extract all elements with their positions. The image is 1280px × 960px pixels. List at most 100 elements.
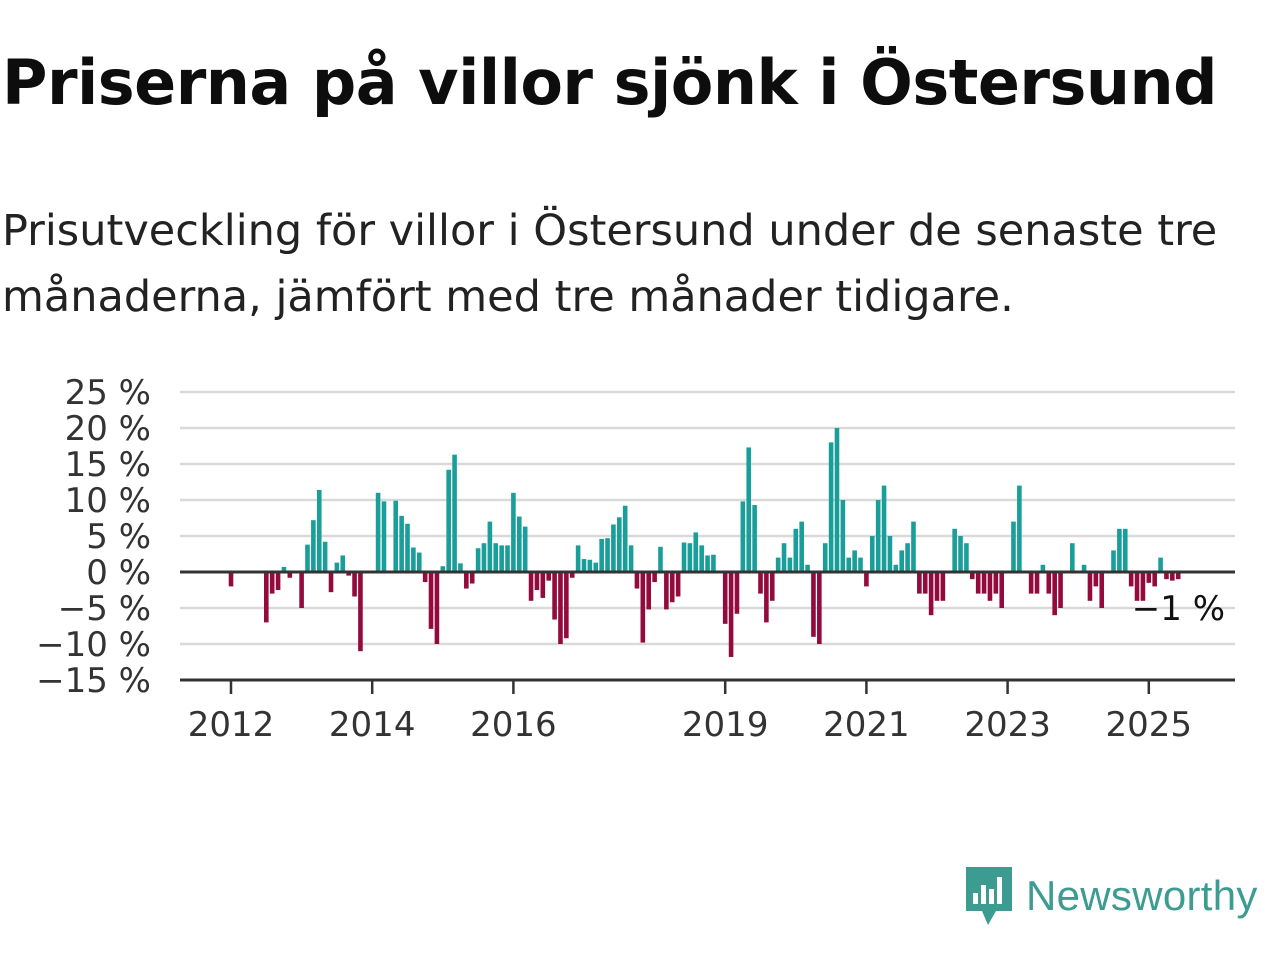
bar: [858, 557, 863, 572]
bar: [840, 500, 846, 572]
bar: [664, 572, 669, 610]
bar: [787, 557, 793, 572]
bar: [746, 447, 752, 572]
bar: [893, 564, 899, 572]
bar: [705, 555, 710, 572]
bar: [1140, 572, 1146, 601]
bar: [299, 572, 304, 608]
bar: [675, 572, 681, 597]
bar: [1152, 572, 1157, 587]
bar: [764, 572, 769, 623]
bar: [346, 572, 351, 576]
bar: [652, 572, 657, 583]
bar: [411, 547, 416, 572]
bar: [275, 572, 281, 590]
bar: [993, 572, 999, 594]
bar: [611, 524, 616, 572]
bar: [511, 492, 516, 572]
bar: [375, 492, 381, 572]
bar: [617, 517, 622, 572]
bar: [1017, 485, 1022, 572]
bar: [758, 572, 763, 594]
bar: [822, 543, 828, 572]
bar: [811, 572, 816, 637]
y-tick-label: 25 %: [65, 373, 151, 413]
bar: [546, 572, 551, 581]
y-tick-label: −10 %: [36, 625, 151, 665]
bar: [499, 545, 504, 572]
bar: [316, 489, 322, 572]
bar: [846, 557, 852, 572]
brand-logo[interactable]: Newsworthy: [964, 864, 1258, 928]
bar: [475, 548, 481, 572]
bar: [922, 572, 928, 594]
bar: [358, 572, 363, 652]
bar: [734, 572, 740, 614]
x-tick-label: 2014: [329, 705, 416, 745]
bar: [828, 442, 834, 572]
bar: [911, 521, 916, 572]
bar: [1111, 550, 1116, 572]
bar: [852, 550, 857, 572]
bar: [399, 515, 404, 572]
bar: [587, 559, 593, 572]
bar: [322, 541, 328, 572]
bar: [1011, 521, 1016, 572]
bar: [575, 545, 581, 572]
bar: [975, 572, 981, 594]
bar: [487, 521, 493, 572]
bar: [540, 572, 546, 598]
bar: [752, 505, 757, 572]
x-tick-label: 2019: [682, 705, 769, 745]
bar: [1099, 572, 1105, 608]
chart-gridlines: [180, 390, 1235, 646]
bar: [564, 572, 569, 639]
x-axis-ticks: 2012 2014 2016 2019 2021 2023 2025: [188, 680, 1192, 745]
bar: [1070, 543, 1075, 572]
bar: [934, 572, 940, 601]
bar: [393, 500, 399, 572]
bar: [899, 550, 904, 572]
bar: [999, 572, 1005, 608]
bar: [452, 454, 457, 572]
bar: [799, 521, 804, 572]
chart-subtitle: Prisutveckling för villor i Östersund un…: [2, 206, 1218, 322]
chart-title: Priserna på villor sjönk i Östersund: [2, 46, 1218, 119]
bar: [534, 572, 540, 590]
bar: [740, 501, 746, 572]
bar: [1128, 572, 1134, 587]
newsworthy-logo-icon: [966, 867, 1012, 925]
bar: [522, 526, 528, 572]
bar: [781, 543, 787, 572]
bar: [1134, 572, 1140, 601]
bar: [1170, 572, 1175, 581]
bar: [464, 572, 469, 589]
bar: [864, 572, 869, 587]
bar: [228, 572, 234, 587]
bar: [469, 572, 475, 584]
bar: [581, 559, 587, 572]
bar: [428, 572, 434, 629]
bar: [599, 538, 604, 572]
bar: [458, 563, 463, 572]
bar: [1175, 572, 1181, 580]
bar: [793, 528, 799, 572]
bar: [434, 572, 440, 644]
bar: [769, 572, 775, 601]
bar: [905, 543, 910, 572]
bar: [352, 572, 357, 597]
x-tick-label: 2021: [823, 705, 910, 745]
bar: [605, 538, 610, 572]
bar: [981, 572, 987, 594]
bar: [334, 562, 340, 572]
chart-bars: [228, 428, 1181, 657]
bar: [440, 566, 446, 572]
bar: [881, 485, 887, 572]
x-tick-label: 2023: [964, 705, 1051, 745]
latest-value-label: −1 %: [1132, 589, 1225, 629]
bar: [305, 544, 310, 572]
bar: [628, 545, 634, 572]
bar: [493, 543, 499, 572]
bar: [1040, 564, 1046, 572]
bar: [281, 566, 287, 572]
